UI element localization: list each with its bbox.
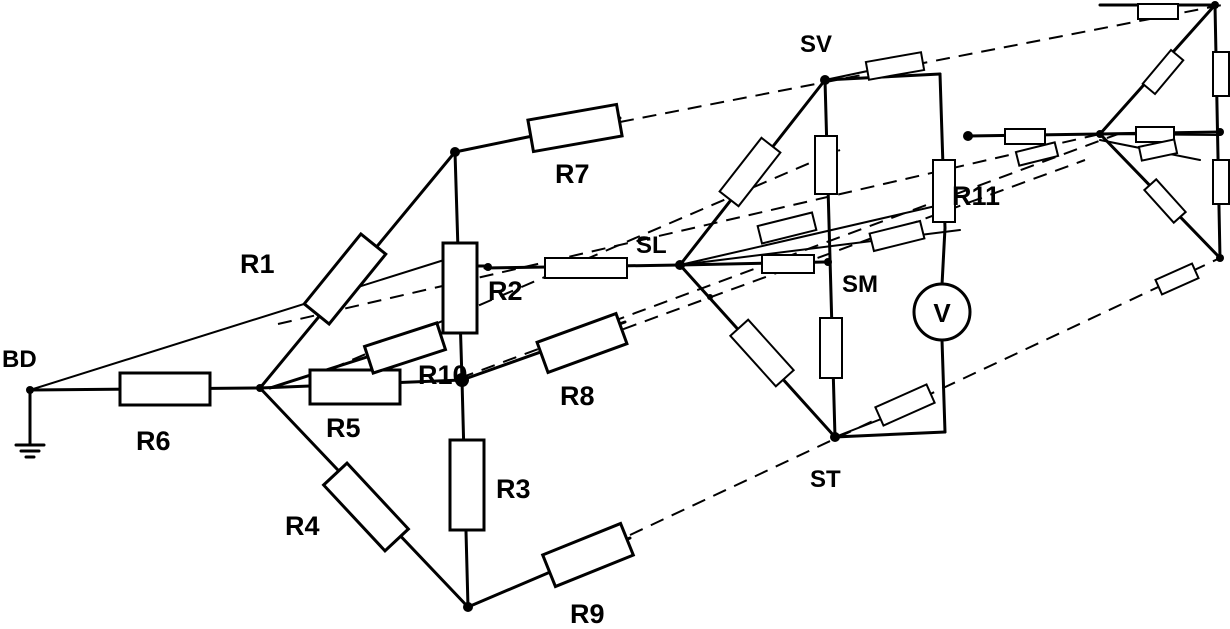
voltmeter-label: V xyxy=(933,298,951,328)
wires-left-network xyxy=(14,116,682,609)
label-r2: R2 xyxy=(488,276,523,306)
resistor-r4 xyxy=(321,461,411,553)
resistor-r6 xyxy=(118,371,212,407)
resistors-middle xyxy=(718,51,956,427)
resistor-right-e xyxy=(1135,126,1175,143)
resistor-r7 xyxy=(526,102,624,154)
resistor-r2 xyxy=(441,241,479,335)
resistor-st-right xyxy=(874,383,936,427)
resistor-r8 xyxy=(535,311,629,375)
node-top xyxy=(450,147,460,157)
node-right-bottom xyxy=(1216,254,1224,262)
label-r4: R4 xyxy=(285,511,320,541)
label-r6: R6 xyxy=(136,426,171,456)
resistors-right xyxy=(1004,3,1230,296)
label-r8: R8 xyxy=(560,381,595,411)
label-sv: SV xyxy=(800,31,832,58)
resistor-right-top xyxy=(1137,3,1179,20)
resistor-right-b xyxy=(1212,51,1230,97)
resistor-cross-a xyxy=(756,211,818,245)
node-sl xyxy=(675,260,685,270)
resistor-sl-feed xyxy=(544,257,628,279)
node-right-center xyxy=(1096,130,1104,138)
resistor-cross-b xyxy=(868,219,926,253)
resistor-right-g xyxy=(1142,177,1188,225)
resistor-r3 xyxy=(448,438,486,532)
label-r11: R11 xyxy=(952,181,1000,211)
label-r9: R9 xyxy=(570,599,605,629)
node-bottom xyxy=(463,602,473,612)
node-r2-tap xyxy=(484,263,492,271)
label-r1: R1 xyxy=(240,249,275,279)
resistor-r5 xyxy=(308,368,402,406)
node-sl-lower xyxy=(707,294,713,300)
resistor-right-h xyxy=(1212,159,1230,205)
resistor-sl-sv xyxy=(718,136,782,208)
wires-middle-bridge xyxy=(678,59,961,439)
voltmeter-circle xyxy=(912,282,972,342)
nodes xyxy=(26,1,1224,612)
resistor-right-d xyxy=(1014,141,1060,167)
label-st: ST xyxy=(810,466,841,493)
resistor-sl-st xyxy=(728,318,796,388)
voltmeter: V xyxy=(912,282,972,342)
node-st xyxy=(830,432,840,442)
node-right-mid xyxy=(1216,128,1224,136)
node-sv xyxy=(820,75,830,85)
resistor-right-i xyxy=(1154,262,1200,296)
node-right-top xyxy=(1211,1,1219,9)
node-hub xyxy=(256,384,264,392)
dashed-projection-lines xyxy=(277,4,1223,536)
resistor-r10 xyxy=(362,321,448,375)
label-sm: SM xyxy=(842,271,878,298)
label-r10: R10 xyxy=(418,360,468,390)
resistor-r1 xyxy=(302,231,388,327)
label-sl: SL xyxy=(636,232,667,259)
resistor-sm-st xyxy=(819,317,843,379)
label-r5: R5 xyxy=(326,413,361,443)
label-r3: R3 xyxy=(496,474,531,504)
resistor-r9 xyxy=(540,521,636,589)
label-bd: BD xyxy=(2,346,37,373)
labels: BD R1 R2 R3 R4 R5 R6 R7 R8 R9 R10 R11 SL… xyxy=(2,31,1000,629)
node-right-feed xyxy=(963,131,973,141)
resistors-left xyxy=(118,102,636,589)
label-r7: R7 xyxy=(555,159,590,189)
resistor-sv-sm xyxy=(814,135,838,195)
resistor-sv-top xyxy=(864,51,926,81)
resistor-right-f xyxy=(1137,138,1179,162)
resistor-right-c xyxy=(1004,128,1046,145)
node-center xyxy=(455,373,469,387)
resistor-r11 xyxy=(932,159,956,223)
node-sm xyxy=(824,258,832,266)
resistor-sl-sm xyxy=(761,254,815,274)
node-bd xyxy=(26,386,34,394)
resistor-right-a xyxy=(1141,48,1185,96)
